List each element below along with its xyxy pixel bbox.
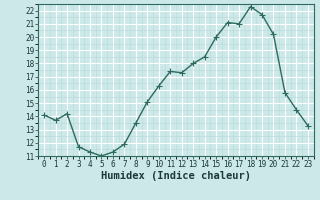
X-axis label: Humidex (Indice chaleur): Humidex (Indice chaleur)	[101, 171, 251, 181]
